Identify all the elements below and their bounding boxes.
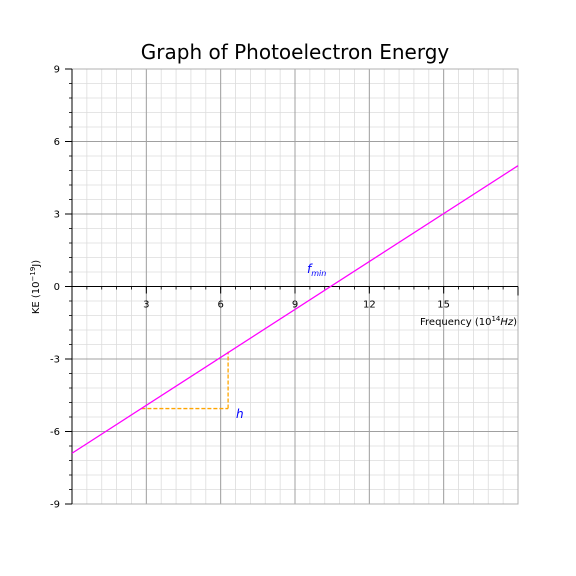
- x-tick-label: 6: [217, 300, 223, 311]
- x-axis-label: Frequency (1014Hz): [420, 315, 517, 328]
- marks: [71, 165, 519, 454]
- x-tick-label: 3: [143, 300, 149, 311]
- series-line-ke: [71, 165, 519, 454]
- chart-title: Graph of Photoelectron Energy: [141, 40, 450, 64]
- x-tick-label: 15: [437, 300, 450, 311]
- y-tick-label: 3: [54, 210, 60, 221]
- x-axis-label-main: Frequency (10: [420, 317, 491, 328]
- y-axis-label-unit: J): [31, 260, 42, 268]
- y-axis-label-exponent: −19: [29, 267, 37, 282]
- fmin-label-main: f: [307, 262, 313, 276]
- x-tick-label: 9: [292, 300, 298, 311]
- fmin-label-subscript: min: [311, 269, 326, 278]
- x-axis-label-close: ): [513, 317, 517, 328]
- y-tick-label: 0: [54, 282, 60, 293]
- y-tick-label: -9: [50, 500, 60, 511]
- y-axis-label-main: KE (10: [31, 281, 42, 314]
- fmin-label: fmin: [307, 262, 326, 278]
- x-tick-label: 12: [363, 300, 376, 311]
- ticks: 3 6 9 12 15 -9 -6 -3 0 3 6 9: [50, 65, 504, 511]
- h-label: h: [236, 407, 244, 421]
- x-axis-label-unit: Hz: [500, 317, 514, 328]
- y-tick-label: 9: [54, 65, 60, 76]
- y-axis-label: KE (10−19J): [29, 260, 42, 314]
- y-tick-label: 6: [54, 137, 60, 148]
- y-tick-label: -3: [50, 355, 60, 366]
- x-axis-label-exponent: 14: [491, 315, 500, 323]
- y-tick-label: -6: [50, 427, 60, 438]
